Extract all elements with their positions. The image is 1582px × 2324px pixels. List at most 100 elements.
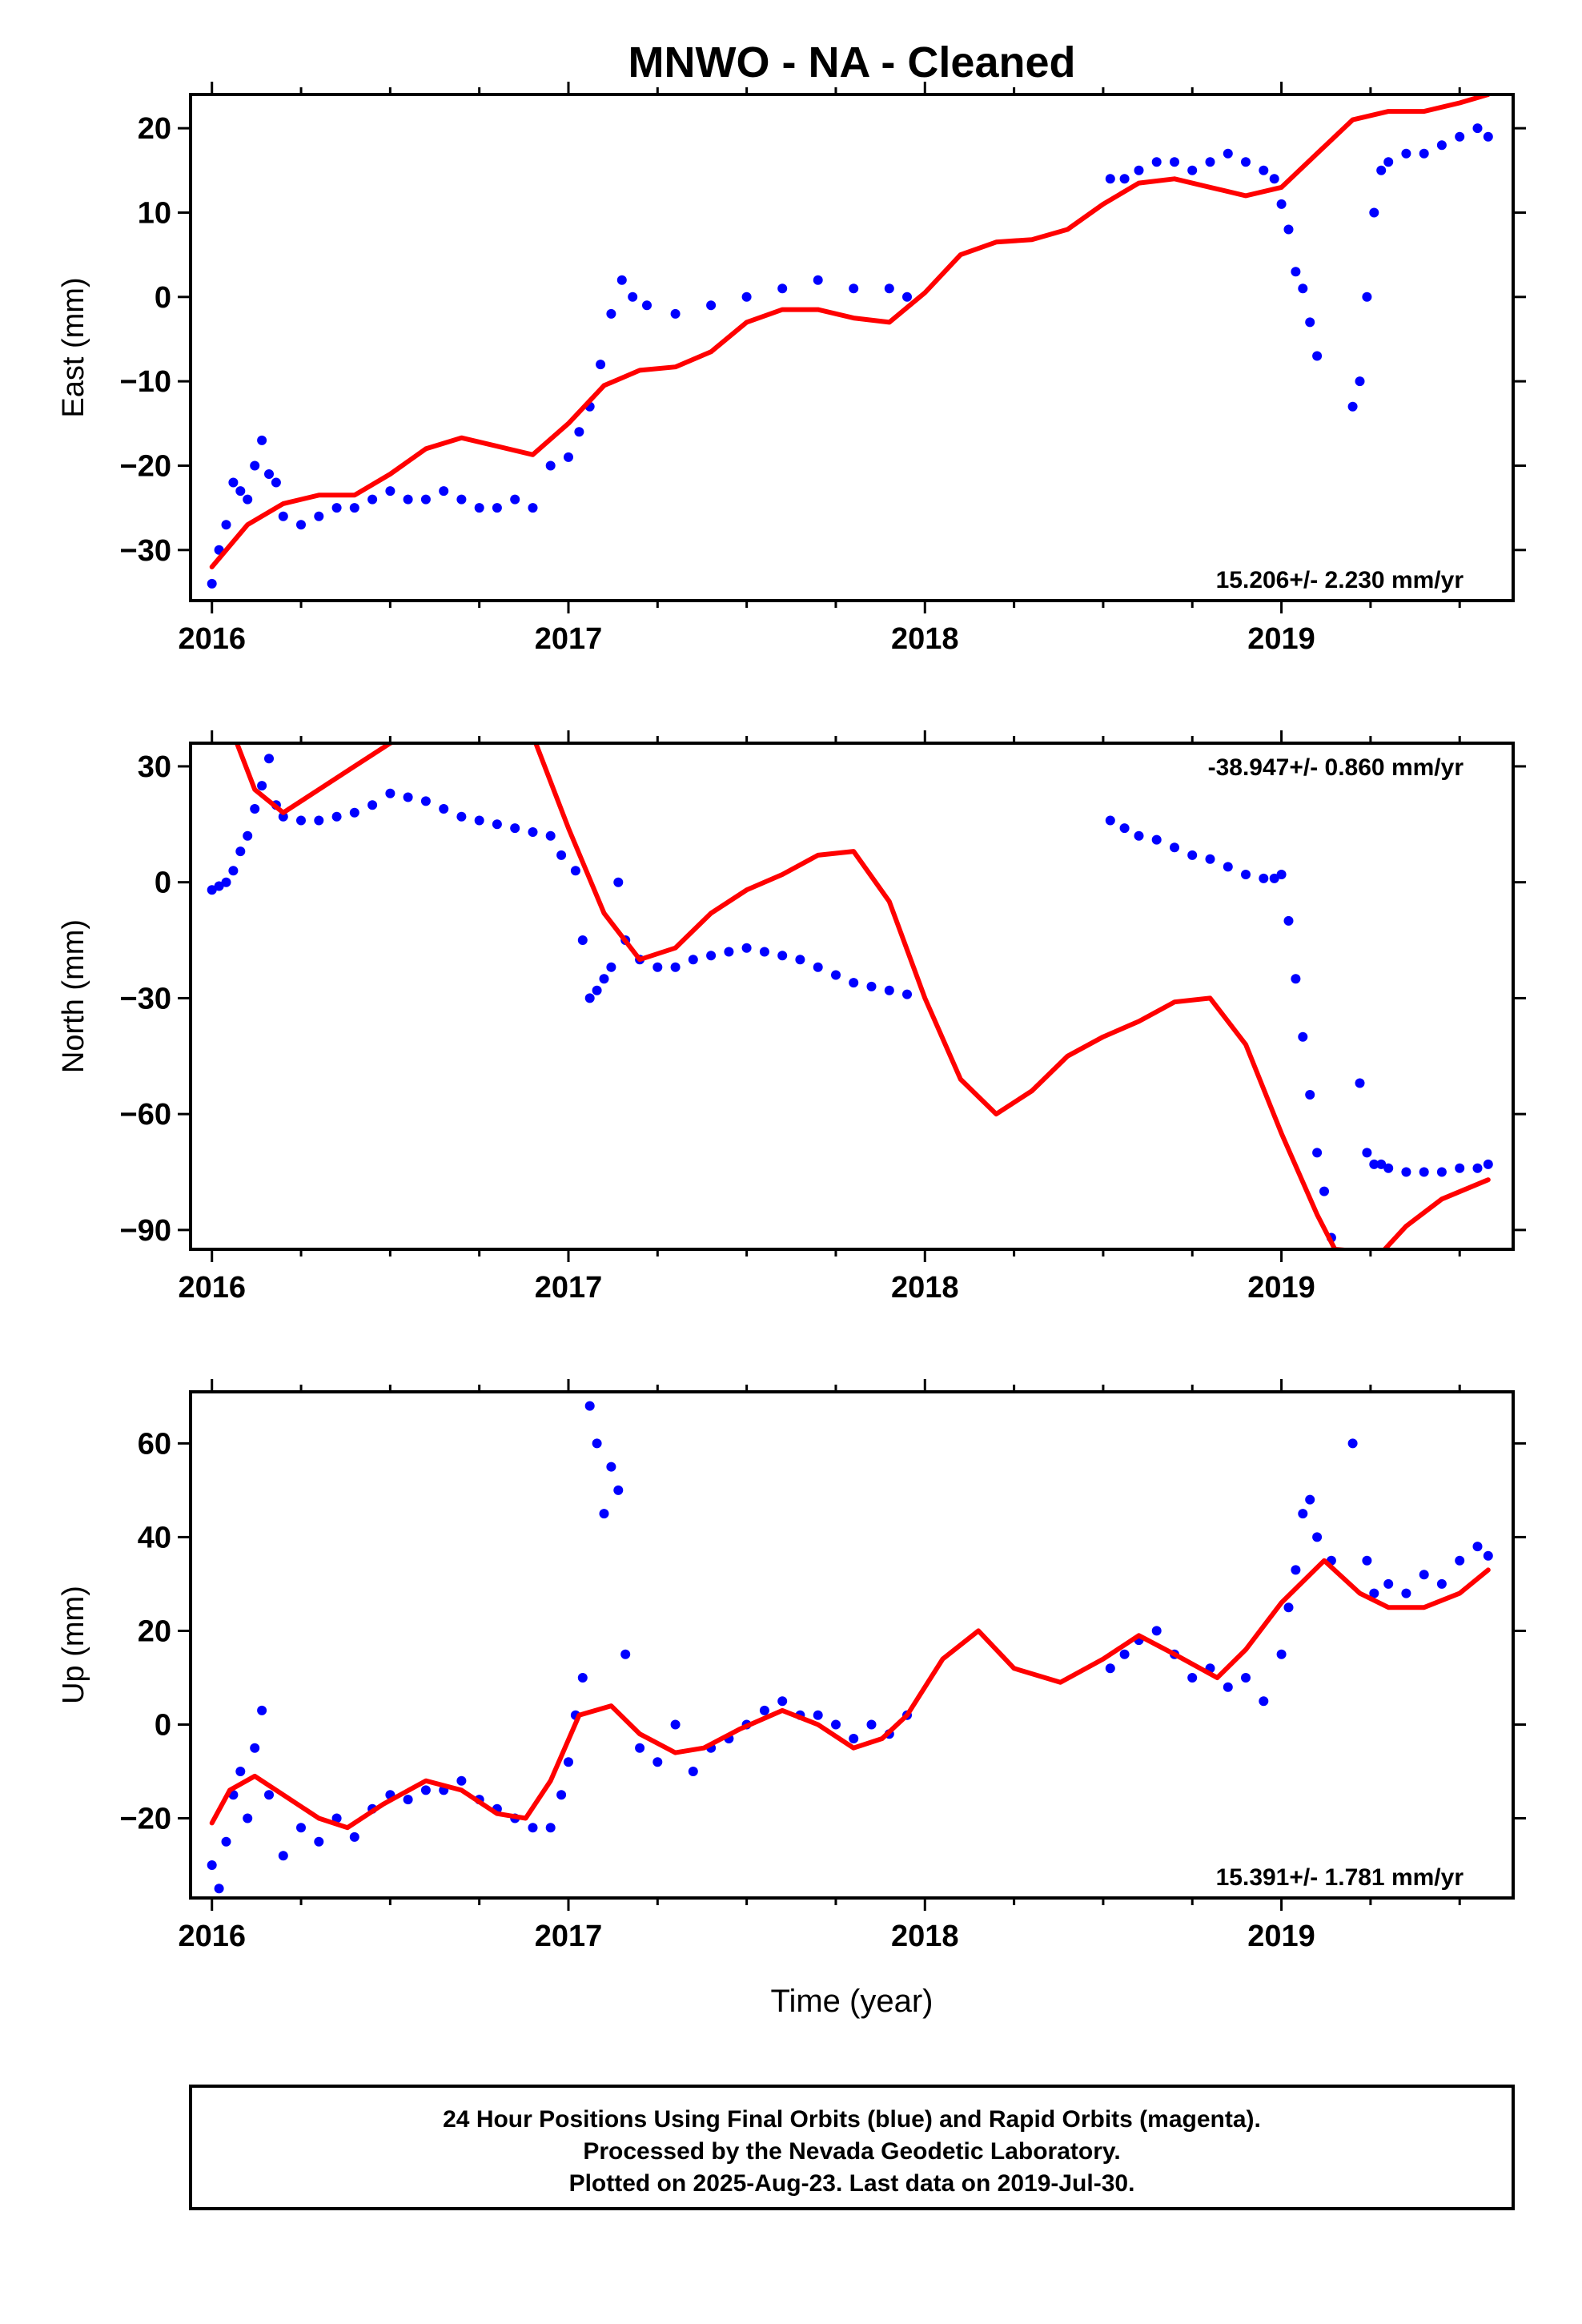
- east-position-point: [1269, 174, 1279, 184]
- east-position-point: [385, 486, 396, 497]
- up-position-point: [1259, 1696, 1269, 1707]
- footer-line-2: Processed by the Nevada Geodetic Laborat…: [583, 2138, 1120, 2165]
- east-position-point: [296, 520, 306, 530]
- east-position-point: [439, 486, 449, 497]
- east-position-point: [545, 460, 556, 471]
- north-y-tick-label: 0: [155, 866, 171, 900]
- east-position-point: [1472, 123, 1483, 134]
- east-position-point: [1134, 165, 1144, 175]
- east-y-tick-label: −10: [120, 365, 171, 399]
- up-x-tick-label: 2016: [178, 1920, 246, 1953]
- east-position-point: [403, 494, 413, 505]
- east-y-tick-label: −20: [120, 449, 171, 483]
- up-position-point: [652, 1757, 663, 1767]
- east-position-point: [510, 494, 520, 505]
- east-y-axis-label: East (mm): [57, 277, 90, 417]
- north-position-point: [250, 804, 260, 814]
- north-position-point: [741, 943, 752, 953]
- east-position-point: [1170, 157, 1179, 167]
- up-position-point: [1283, 1602, 1294, 1613]
- east-position-point: [1436, 140, 1447, 151]
- east-position-point: [1105, 174, 1115, 184]
- north-position-point: [577, 935, 588, 945]
- east-position-point: [1119, 174, 1130, 184]
- up-position-point: [577, 1673, 588, 1683]
- up-y-tick-label: 0: [155, 1708, 171, 1742]
- east-position-point: [271, 477, 281, 488]
- north-position-point: [1283, 915, 1294, 926]
- up-plot-frame: [189, 1390, 1515, 1900]
- north-position-point: [349, 807, 359, 818]
- east-position-point: [1276, 199, 1287, 209]
- up-position-point: [849, 1734, 859, 1743]
- footer-box: [189, 2085, 1515, 2210]
- north-position-point: [884, 985, 894, 995]
- up-position-point: [866, 1719, 877, 1730]
- north-position-point: [1312, 1148, 1323, 1158]
- up-position-point: [670, 1719, 681, 1730]
- north-position-point: [367, 800, 378, 810]
- east-position-point: [706, 300, 717, 311]
- north-position-point: [207, 885, 217, 895]
- east-model-line: [209, 94, 1491, 569]
- north-position-point: [724, 947, 734, 957]
- north-position-point: [1119, 823, 1130, 834]
- north-rate-label: -38.947+/- 0.860 mm/yr: [1208, 754, 1464, 781]
- figure-title: MNWO - NA - Cleaned: [628, 38, 1076, 86]
- east-x-tick-label: 2016: [178, 622, 246, 656]
- east-position-point: [349, 503, 359, 513]
- north-position-point: [1472, 1163, 1483, 1173]
- east-position-point: [221, 520, 231, 530]
- east-y-tick-label: 0: [155, 281, 171, 315]
- up-position-point: [1298, 1509, 1308, 1519]
- up-position-point: [592, 1438, 602, 1449]
- up-position-point: [1187, 1673, 1198, 1683]
- north-position-point: [1355, 1078, 1365, 1088]
- footer-line-1: 24 Hour Positions Using Final Orbits (bl…: [443, 2106, 1261, 2133]
- north-position-point: [243, 830, 253, 841]
- east-position-point: [1369, 207, 1379, 218]
- up-position-point: [1483, 1550, 1493, 1561]
- up-position-point: [221, 1836, 231, 1847]
- up-position-point: [1312, 1532, 1323, 1542]
- up-position-point: [545, 1823, 556, 1833]
- north-position-point: [1376, 1159, 1387, 1169]
- north-position-point: [221, 877, 231, 887]
- north-position-point: [584, 993, 595, 1003]
- east-position-point: [564, 452, 573, 462]
- north-plot-frame: [189, 742, 1515, 1251]
- north-position-point: [688, 955, 698, 965]
- up-position-point: [759, 1705, 769, 1715]
- north-position-point: [706, 951, 717, 961]
- north-x-tick-label: 2017: [535, 1271, 603, 1305]
- east-position-point: [574, 427, 584, 437]
- east-position-point: [813, 275, 823, 285]
- up-position-point: [207, 1860, 217, 1870]
- up-position-point: [584, 1401, 595, 1411]
- north-position-point: [264, 754, 274, 764]
- north-position-point: [474, 815, 484, 826]
- north-position-point: [1383, 1163, 1394, 1173]
- north-position-point: [599, 974, 609, 984]
- up-position-point: [257, 1705, 267, 1715]
- east-position-point: [1298, 283, 1308, 294]
- north-x-tick-label: 2019: [1247, 1271, 1315, 1305]
- east-position-point: [596, 360, 606, 370]
- east-position-point: [1259, 165, 1269, 175]
- up-position-point: [1241, 1673, 1251, 1683]
- north-position-point: [1134, 830, 1144, 841]
- up-position-point: [635, 1743, 645, 1753]
- east-position-point: [1401, 148, 1411, 159]
- east-position-point: [1419, 148, 1429, 159]
- east-position-point: [1355, 376, 1365, 387]
- east-position-point: [777, 283, 788, 294]
- east-position-point: [235, 486, 246, 497]
- east-position-point: [257, 435, 267, 445]
- north-position-point: [1362, 1148, 1372, 1158]
- north-position-point: [403, 792, 413, 802]
- up-position-point: [243, 1813, 253, 1823]
- east-panel: 2016 2017 2018 2019 −30 −20 −10 0 10 20 East (mm) 1…: [57, 82, 1526, 656]
- east-position-point: [1187, 165, 1198, 175]
- east-position-point: [420, 494, 431, 505]
- north-position-point: [652, 962, 663, 972]
